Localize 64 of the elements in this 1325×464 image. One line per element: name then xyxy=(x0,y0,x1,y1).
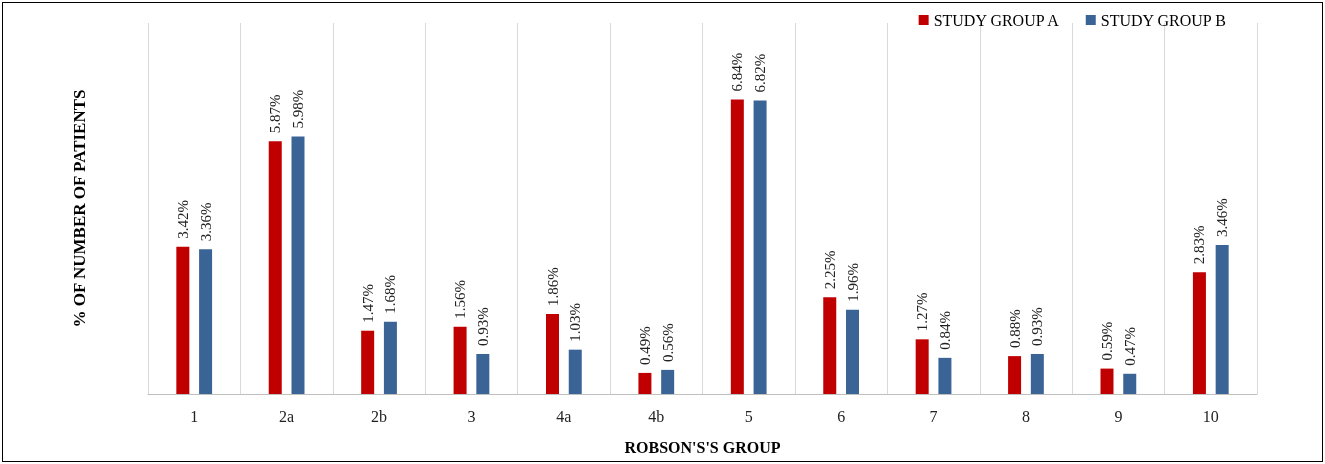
data-label: 1.03% xyxy=(567,302,584,342)
data-label: 0.59% xyxy=(1099,321,1115,361)
bar xyxy=(176,246,190,394)
bar xyxy=(1215,245,1229,394)
data-label: 0.56% xyxy=(659,323,676,362)
x-tick-label: 4a xyxy=(556,407,572,425)
data-label: 3.36% xyxy=(197,202,214,242)
bar xyxy=(361,330,375,394)
data-label: 1.27% xyxy=(914,292,931,332)
data-label: 0.47% xyxy=(1121,327,1138,366)
bar xyxy=(1030,353,1044,394)
data-label: 5.98% xyxy=(290,89,306,129)
data-label: 3.42% xyxy=(174,200,191,239)
data-label: 1.96% xyxy=(844,262,861,302)
data-label: 5.87% xyxy=(267,94,284,134)
bar xyxy=(546,313,559,394)
bar xyxy=(268,141,282,394)
bar xyxy=(199,249,213,394)
data-label: 0.93% xyxy=(474,307,491,346)
bar xyxy=(1123,373,1137,394)
bar xyxy=(383,321,397,394)
bar xyxy=(638,372,652,394)
x-tick-label: 1 xyxy=(190,407,199,425)
bar xyxy=(568,349,582,394)
x-tick-label: 3 xyxy=(467,407,476,425)
data-label: 0.49% xyxy=(636,326,653,365)
data-label: 2.25% xyxy=(821,250,838,290)
bar xyxy=(730,99,744,394)
bar xyxy=(938,357,952,394)
bar xyxy=(476,353,490,394)
data-label: 0.88% xyxy=(1006,309,1023,349)
data-label: 3.46% xyxy=(1214,198,1231,238)
bar xyxy=(661,369,675,394)
data-label: 2.83% xyxy=(1191,225,1208,265)
data-label: 0.93% xyxy=(1029,307,1046,346)
data-label: 6.82% xyxy=(752,53,769,93)
data-label: 1.56% xyxy=(452,280,469,319)
x-tick-label: 2b xyxy=(371,407,388,425)
legend-label: STUDY GROUP A xyxy=(933,11,1060,29)
x-tick-label: 9 xyxy=(1114,407,1123,425)
data-label: 0.84% xyxy=(936,311,953,350)
data-label: 1.47% xyxy=(359,283,376,323)
bar xyxy=(1100,368,1114,394)
data-label: 6.84% xyxy=(729,52,746,92)
bar xyxy=(915,339,929,394)
bar xyxy=(753,100,767,394)
x-tick-label: 10 xyxy=(1202,407,1219,425)
x-tick-label: 5 xyxy=(744,407,753,425)
data-label: 1.86% xyxy=(544,267,561,306)
x-tick-label: 4b xyxy=(648,407,665,425)
bar xyxy=(823,297,837,394)
x-tick-label: 8 xyxy=(1021,407,1030,425)
legend-label: STUDY GROUP B xyxy=(1100,11,1226,29)
x-tick-label: 2a xyxy=(279,407,295,425)
x-axis-title: ROBSON'S'S GROUP xyxy=(624,438,781,456)
bar xyxy=(453,326,467,394)
bar xyxy=(1008,356,1022,394)
x-tick-label: 6 xyxy=(837,407,846,425)
bar xyxy=(846,309,859,394)
y-axis-title: % OF NUMBER OF PATIENTS xyxy=(70,89,89,328)
x-tick-label: 7 xyxy=(929,407,938,425)
data-label: 1.68% xyxy=(382,274,399,314)
bar xyxy=(291,136,305,394)
bar xyxy=(1192,272,1206,394)
